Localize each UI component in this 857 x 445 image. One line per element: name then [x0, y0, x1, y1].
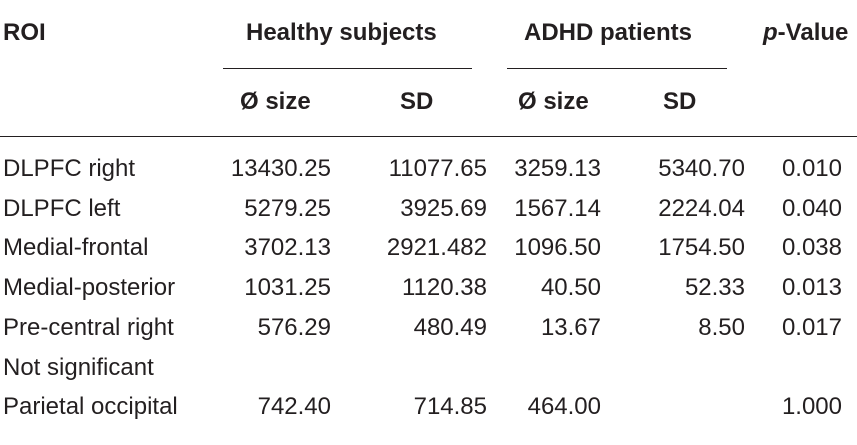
table-row: Medial-posterior 1031.25 1120.38 40.50 5… — [0, 271, 857, 305]
adhd-size-cell: 1567.14 — [514, 195, 601, 222]
roi-cell: Medial-posterior — [3, 274, 176, 301]
adhd-size-cell: 40.50 — [540, 274, 601, 301]
header-value-suffix: -Value — [777, 19, 849, 46]
p-value-cell: 1.000 — [781, 393, 842, 420]
adhd-sd-cell: 2224.04 — [658, 195, 745, 222]
healthy-size-cell: 1031.25 — [244, 274, 331, 301]
header-p-letter: p — [763, 19, 778, 46]
table-row: DLPFC right 13430.25 11077.65 3259.13 53… — [0, 152, 857, 186]
header-bottom-rule — [0, 136, 857, 137]
roi-cell: Parietal occipital — [3, 393, 178, 420]
header-adhd-sd: SD — [663, 88, 697, 115]
header-healthy-size: Ø size — [240, 88, 311, 115]
p-value-cell: 0.038 — [781, 234, 842, 261]
section-label: Not significant — [3, 354, 154, 381]
table-row: Medial-frontal 3702.13 2921.482 1096.50 … — [0, 231, 857, 265]
adhd-size-cell: 13.67 — [540, 314, 601, 341]
roi-cell: DLPFC right — [3, 155, 136, 182]
p-value-cell: 0.010 — [781, 155, 842, 182]
header-healthy-sd: SD — [400, 88, 434, 115]
healthy-sd-cell: 2921.482 — [386, 234, 487, 261]
healthy-sd-cell: 3925.69 — [400, 195, 487, 222]
table-row: DLPFC left 5279.25 3925.69 1567.14 2224.… — [0, 192, 857, 226]
healthy-group-rule — [223, 68, 472, 69]
header-p-value: p-Value — [763, 19, 848, 47]
header-roi: ROI — [3, 19, 46, 46]
roi-cell: Pre-central right — [3, 314, 174, 341]
header-adhd-size: Ø size — [518, 88, 589, 115]
adhd-group-rule — [507, 68, 727, 69]
header-healthy-subjects: Healthy subjects — [246, 19, 437, 46]
healthy-size-cell: 13430.25 — [230, 155, 331, 182]
table-row: Pre-central right 576.29 480.49 13.67 8.… — [0, 311, 857, 345]
healthy-sd-cell: 11077.65 — [388, 155, 487, 182]
adhd-size-cell: 3259.13 — [514, 155, 601, 182]
healthy-sd-cell: 480.49 — [413, 314, 487, 341]
adhd-sd-cell: 1754.50 — [658, 234, 745, 261]
adhd-sd-cell: 52.33 — [684, 274, 745, 301]
healthy-size-cell: 3702.13 — [244, 234, 331, 261]
table-row: Parietal occipital 742.40 714.85 464.00 … — [0, 390, 857, 424]
adhd-sd-cell: 8.50 — [698, 314, 745, 341]
healthy-sd-cell: 714.85 — [413, 393, 487, 420]
roi-cell: DLPFC left — [3, 195, 121, 222]
adhd-size-cell: 1096.50 — [514, 234, 601, 261]
healthy-size-cell: 576.29 — [257, 314, 331, 341]
header-adhd-patients: ADHD patients — [524, 19, 693, 46]
adhd-size-cell: 464.00 — [527, 393, 601, 420]
healthy-size-cell: 742.40 — [257, 393, 331, 420]
healthy-size-cell: 5279.25 — [244, 195, 331, 222]
adhd-sd-cell: 5340.70 — [658, 155, 745, 182]
healthy-sd-cell: 1120.38 — [402, 274, 487, 301]
p-value-cell: 0.040 — [781, 195, 842, 222]
p-value-cell: 0.013 — [781, 274, 842, 301]
p-value-cell: 0.017 — [781, 314, 842, 341]
roi-cell: Medial-frontal — [3, 234, 149, 261]
table-row: Not significant — [0, 351, 857, 385]
